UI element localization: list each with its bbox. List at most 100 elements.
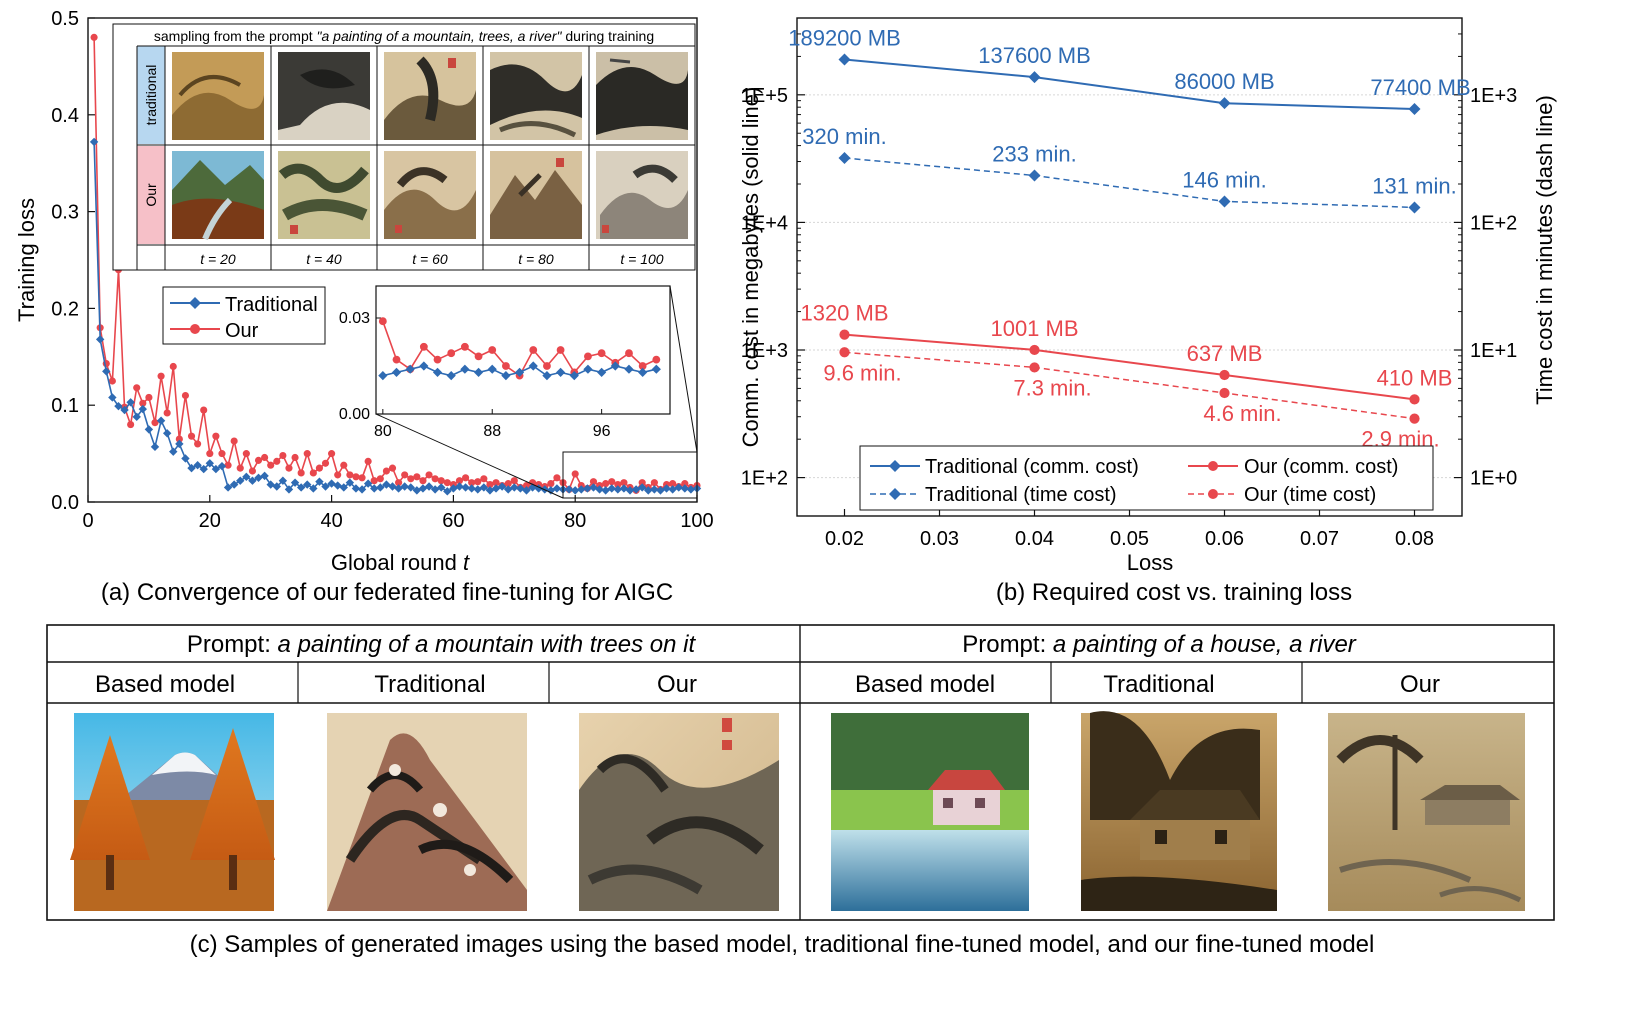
panel-a-point-our [529, 479, 537, 487]
inset-point-traditional [419, 361, 429, 371]
panel-a-point-our [419, 477, 427, 485]
panel-a-point-traditional [619, 484, 629, 493]
sample-thumb-our-t40 [278, 151, 370, 239]
panel-b-data-label-traditional-time-cost: 146 min. [1182, 167, 1266, 192]
panel-a-point-traditional [564, 485, 574, 494]
inset-point-traditional [514, 367, 525, 377]
panel-a-point-traditional [89, 137, 99, 147]
panel-b-point-our-time-cost [1029, 362, 1040, 373]
panel-c-col-header-2: Traditional [374, 671, 485, 698]
panel-b-y-tick-label-left: 1E+2 [741, 468, 788, 490]
panel-a-point-traditional [674, 483, 683, 492]
panel-a-point-our [462, 474, 470, 482]
inset-point-our [488, 346, 497, 354]
inset-y-tick-label: 0.03 [339, 310, 370, 327]
panel-b-point-our-comm-cost [839, 329, 850, 340]
inset-point-our [625, 349, 633, 358]
panel-a-point-traditional [522, 486, 531, 495]
panel-a-sample-grid: sampling from the prompt "a painting of … [112, 23, 696, 271]
panel-b-line-traditional-comm-cost [844, 58, 1415, 110]
panel-a-point-our [297, 469, 305, 477]
panel-a-point-traditional [376, 483, 385, 492]
panel-b-cost-chart: 0.02 0.03 0.04 0.05 0.06 0.07 0.08 1E+21E+31E+… [738, 17, 1557, 606]
panel-b-data-label-our-comm-cost: 410 MB [1377, 365, 1453, 390]
sample-grid-col-label-1: t = 20 [200, 251, 236, 267]
panel-b-line-traditional-time-cost [844, 157, 1415, 209]
panel-a-point-our [328, 450, 336, 458]
sample-image-house-based [831, 713, 1029, 911]
inset-point-our [378, 317, 387, 326]
panel-a-inset-zoom: 80 88 96 0.00 0.03 [339, 285, 698, 499]
panel-a-point-traditional [114, 401, 123, 411]
panel-a-point-our [175, 435, 183, 443]
inset-point-traditional [556, 367, 566, 377]
panel-a-point-our [303, 450, 311, 458]
panel-b-y-tick-label-right: 1E+0 [1470, 468, 1517, 490]
inset-point-traditional [391, 367, 402, 377]
panel-a-point-our [248, 467, 256, 475]
panel-a-point-our [401, 471, 409, 479]
inset-point-traditional [460, 364, 470, 374]
inset-point-traditional [638, 367, 648, 377]
sample-thumb-our-t100 [596, 151, 688, 239]
panel-a-point-our [395, 479, 403, 487]
panel-a-point-traditional [193, 461, 202, 470]
panel-a-point-traditional [339, 483, 348, 492]
panel-a-point-traditional [175, 439, 184, 449]
panel-b-x-tick-label: 0.03 [920, 528, 959, 550]
panel-a-x-tick-label: 100 [680, 510, 713, 532]
panel-b-data-label-our-time-cost: 4.6 min. [1203, 401, 1281, 426]
panel-a-point-traditional [223, 483, 233, 492]
panel-b-legend-our-comm-label: Our (comm. cost) [1244, 456, 1398, 478]
panel-b-x-tick-label: 0.08 [1395, 528, 1434, 550]
panel-b-y-tick-label-left: 1E+3 [741, 340, 788, 362]
panel-a-point-traditional [138, 404, 148, 414]
panel-a-point-our [504, 480, 512, 488]
panel-a-point-our [480, 475, 488, 483]
panel-a-point-our [340, 461, 348, 469]
sample-thumb-our-t80 [490, 151, 582, 239]
panel-b-data-label-traditional-time-cost: 320 min. [802, 124, 886, 149]
sample-thumb-traditional-t60 [384, 52, 476, 140]
inset-x-tick-label: 96 [593, 423, 611, 440]
panel-a-y-tick-label: 0.4 [51, 105, 79, 127]
panel-a-point-traditional [120, 405, 129, 415]
panel-a-point-our [127, 420, 135, 429]
sample-grid-col-label-4: t = 80 [518, 251, 554, 267]
panel-b-legend-trad-comm-label: Traditional (comm. cost) [925, 456, 1139, 478]
inset-point-traditional [432, 367, 443, 377]
sample-grid-row-our-label: Our [143, 183, 159, 207]
panel-a-point-traditional [260, 471, 269, 481]
panel-a-point-our [206, 450, 214, 458]
panel-a-point-traditional [552, 484, 562, 493]
panel-a-point-traditional [199, 464, 208, 474]
panel-a-point-traditional [583, 484, 592, 493]
panel-b-data-label-our-comm-cost: 637 MB [1187, 341, 1263, 366]
panel-b-legend-trad-time-marker [889, 488, 901, 500]
inset-point-our [433, 355, 442, 364]
panel-a-legend-traditional-marker [189, 297, 201, 309]
panel-a-x-axis-label-var: t [463, 550, 470, 575]
panel-b-point-traditional-time-cost [1028, 169, 1041, 182]
panel-a-point-our [273, 457, 281, 465]
sample-grid-title-prompt: "a painting of a mountain, trees, a rive… [317, 28, 563, 44]
panel-a-point-traditional [284, 485, 294, 494]
panel-b-legend-trad-comm-marker [889, 460, 901, 472]
panel-a-point-our [321, 459, 330, 467]
sample-grid-col-label-5: t = 100 [620, 251, 663, 267]
panel-c-col-header-1: Based model [95, 671, 235, 698]
panel-a-point-our [315, 464, 323, 472]
panel-a-zoom-region [562, 451, 698, 499]
panel-b-point-traditional-time-cost [1218, 195, 1231, 208]
panel-a-x-axis-label-text: Global round [331, 550, 457, 575]
panel-a-point-our [194, 440, 202, 448]
inset-point-our [529, 346, 538, 354]
panel-a-point-traditional [631, 485, 641, 494]
panel-a-point-traditional [577, 485, 586, 494]
panel-a-point-traditional [357, 485, 367, 494]
inset-point-traditional [501, 371, 511, 381]
panel-c-prompt-1-label: Prompt: [187, 631, 271, 658]
panel-c-prompt-2: Prompt: a painting of a house, a river [962, 631, 1357, 658]
panel-a-point-our [181, 391, 190, 400]
panel-a-line-our [93, 37, 698, 492]
